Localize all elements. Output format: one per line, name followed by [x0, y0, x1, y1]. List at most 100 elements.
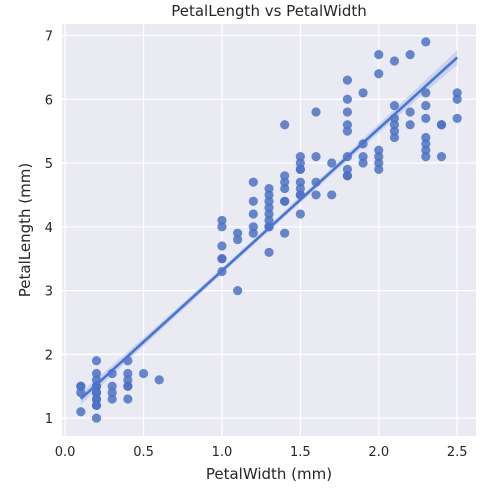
- data-point: [264, 203, 274, 213]
- regression-line: [79, 56, 459, 400]
- data-point: [295, 177, 305, 187]
- data-point: [91, 356, 102, 366]
- data-point: [264, 247, 274, 257]
- data-point: [295, 158, 305, 168]
- data-point: [374, 69, 384, 79]
- data-point: [233, 285, 243, 296]
- data-point: [280, 120, 290, 130]
- x-tick-label: 1.5: [290, 445, 311, 460]
- data-point: [217, 254, 227, 264]
- x-tick-labels: 0.0 0.5 1.0 1.5 2.0 2.5: [55, 445, 468, 460]
- data-point: [436, 152, 447, 162]
- data-point: [217, 222, 227, 232]
- data-point: [421, 37, 431, 47]
- data-point: [280, 183, 290, 194]
- data-point: [436, 120, 447, 130]
- data-point: [342, 94, 353, 104]
- data-point: [327, 158, 337, 168]
- data-point: [91, 413, 102, 423]
- data-point: [342, 171, 353, 181]
- data-point: [374, 158, 384, 168]
- data-point: [295, 164, 305, 175]
- data-point: [76, 407, 86, 417]
- data-point: [405, 107, 415, 117]
- data-point: [233, 228, 243, 238]
- data-point: [233, 234, 243, 245]
- data-point: [421, 113, 431, 123]
- data-point: [374, 152, 384, 162]
- data-point: [123, 368, 133, 379]
- data-point: [389, 132, 400, 143]
- data-point: [248, 177, 258, 187]
- data-point: [123, 394, 133, 404]
- data-point: [280, 171, 290, 181]
- x-tick-label: 0.0: [55, 445, 76, 460]
- data-point: [452, 94, 462, 104]
- data-point: [342, 107, 353, 117]
- data-point: [248, 228, 258, 238]
- data-point: [248, 196, 258, 206]
- data-point: [264, 196, 274, 206]
- data-point: [280, 196, 290, 206]
- data-point: [421, 88, 431, 98]
- data-point: [154, 375, 164, 385]
- y-tick-label: 1: [45, 412, 53, 427]
- data-point: [91, 400, 102, 410]
- data-point: [327, 190, 337, 200]
- data-point: [342, 75, 353, 85]
- data-point: [358, 158, 368, 168]
- data-point: [311, 107, 321, 117]
- data-point: [107, 388, 117, 398]
- data-point: [374, 145, 384, 155]
- data-point: [295, 183, 305, 194]
- data-point: [264, 190, 274, 200]
- data-point: [358, 152, 368, 162]
- data-point: [217, 241, 227, 251]
- y-tick-label: 6: [45, 93, 53, 108]
- y-tick-label: 2: [45, 348, 53, 363]
- data-point: [405, 120, 415, 130]
- data-point: [389, 126, 400, 136]
- data-point: [248, 209, 258, 219]
- data-point: [405, 50, 415, 60]
- data-point: [217, 215, 227, 226]
- data-point: [91, 394, 102, 404]
- data-point: [91, 368, 102, 379]
- data-point: [264, 183, 274, 194]
- data-point: [280, 228, 290, 238]
- data-point: [421, 152, 431, 162]
- data-point: [452, 88, 462, 98]
- x-tick-label: 0.5: [133, 445, 154, 460]
- data-point: [264, 209, 274, 219]
- data-point: [374, 50, 384, 60]
- y-axis-label: PetalLength (mm): [16, 163, 34, 297]
- data-point: [107, 394, 117, 404]
- data-point: [342, 120, 353, 130]
- data-point: [76, 381, 86, 391]
- data-point: [76, 388, 86, 398]
- data-point: [421, 145, 431, 155]
- y-tick-label: 3: [45, 285, 53, 300]
- data-point: [311, 152, 321, 162]
- data-point: [342, 126, 353, 136]
- data-point: [421, 139, 431, 149]
- data-point: [342, 164, 353, 175]
- data-point: [91, 388, 102, 398]
- y-tick-label: 4: [45, 221, 53, 236]
- data-points: [76, 37, 462, 423]
- data-point: [389, 120, 400, 130]
- chart-title: PetalLength vs PetalWidth: [171, 2, 367, 20]
- x-tick-label: 2.0: [368, 445, 389, 460]
- data-point: [374, 164, 384, 175]
- y-tick-label: 5: [45, 157, 53, 172]
- y-tick-labels: 1 2 3 4 5 6 7: [45, 29, 53, 427]
- x-tick-label: 2.5: [447, 445, 468, 460]
- data-point: [123, 381, 133, 391]
- data-point: [389, 56, 400, 66]
- data-point: [295, 152, 305, 162]
- data-point: [107, 381, 117, 391]
- data-point: [280, 177, 290, 187]
- data-point: [389, 101, 400, 111]
